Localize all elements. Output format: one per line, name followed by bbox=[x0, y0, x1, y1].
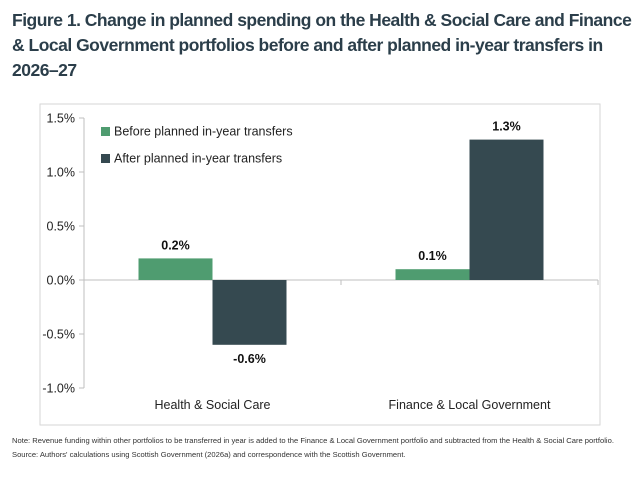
note-text: Note: Revenue funding within other portf… bbox=[12, 436, 614, 445]
x-category-label: Finance & Local Government bbox=[389, 398, 551, 412]
y-tick-label: 0.5% bbox=[47, 220, 76, 234]
data-label: -0.6% bbox=[233, 352, 266, 366]
plot-frame bbox=[39, 103, 601, 426]
data-label: 0.2% bbox=[161, 238, 190, 252]
data-label: 0.1% bbox=[418, 249, 447, 263]
y-tick-label: 1.0% bbox=[47, 166, 76, 180]
y-tick-label: 1.5% bbox=[47, 112, 76, 126]
bars: 0.2% -0.6% 0.1% 1.3% bbox=[138, 120, 544, 366]
y-axis: 1.5% 1.0% 0.5% 0.0% -0.5% -1.0% bbox=[42, 112, 85, 396]
source-text: Source: Authors' calculations using Scot… bbox=[12, 450, 406, 459]
data-label: 1.3% bbox=[492, 120, 521, 134]
y-tick-label: -1.0% bbox=[42, 382, 75, 396]
bar bbox=[395, 269, 470, 280]
legend-label: Before planned in-year transfers bbox=[114, 125, 293, 139]
legend-label: After planned in-year transfers bbox=[114, 152, 282, 166]
x-axis: Health & Social Care Finance & Local Gove… bbox=[83, 279, 599, 412]
bar-chart: 1.5% 1.0% 0.5% 0.0% -0.5% -1.0% Health & Soci… bbox=[39, 103, 601, 426]
y-tick-label: 0.0% bbox=[47, 274, 76, 288]
legend-swatch bbox=[101, 127, 110, 136]
legend-swatch bbox=[101, 154, 110, 163]
bar bbox=[212, 280, 287, 345]
legend: Before planned in-year transfers After pl… bbox=[101, 125, 293, 166]
x-category-label: Health & Social Care bbox=[154, 398, 270, 412]
figure-title: Figure 1. Change in planned spending on … bbox=[12, 10, 632, 80]
bar bbox=[138, 258, 213, 280]
figure-notes: Note: Revenue funding within other portf… bbox=[12, 434, 632, 462]
y-tick-label: -0.5% bbox=[42, 328, 75, 342]
bar bbox=[469, 139, 544, 280]
